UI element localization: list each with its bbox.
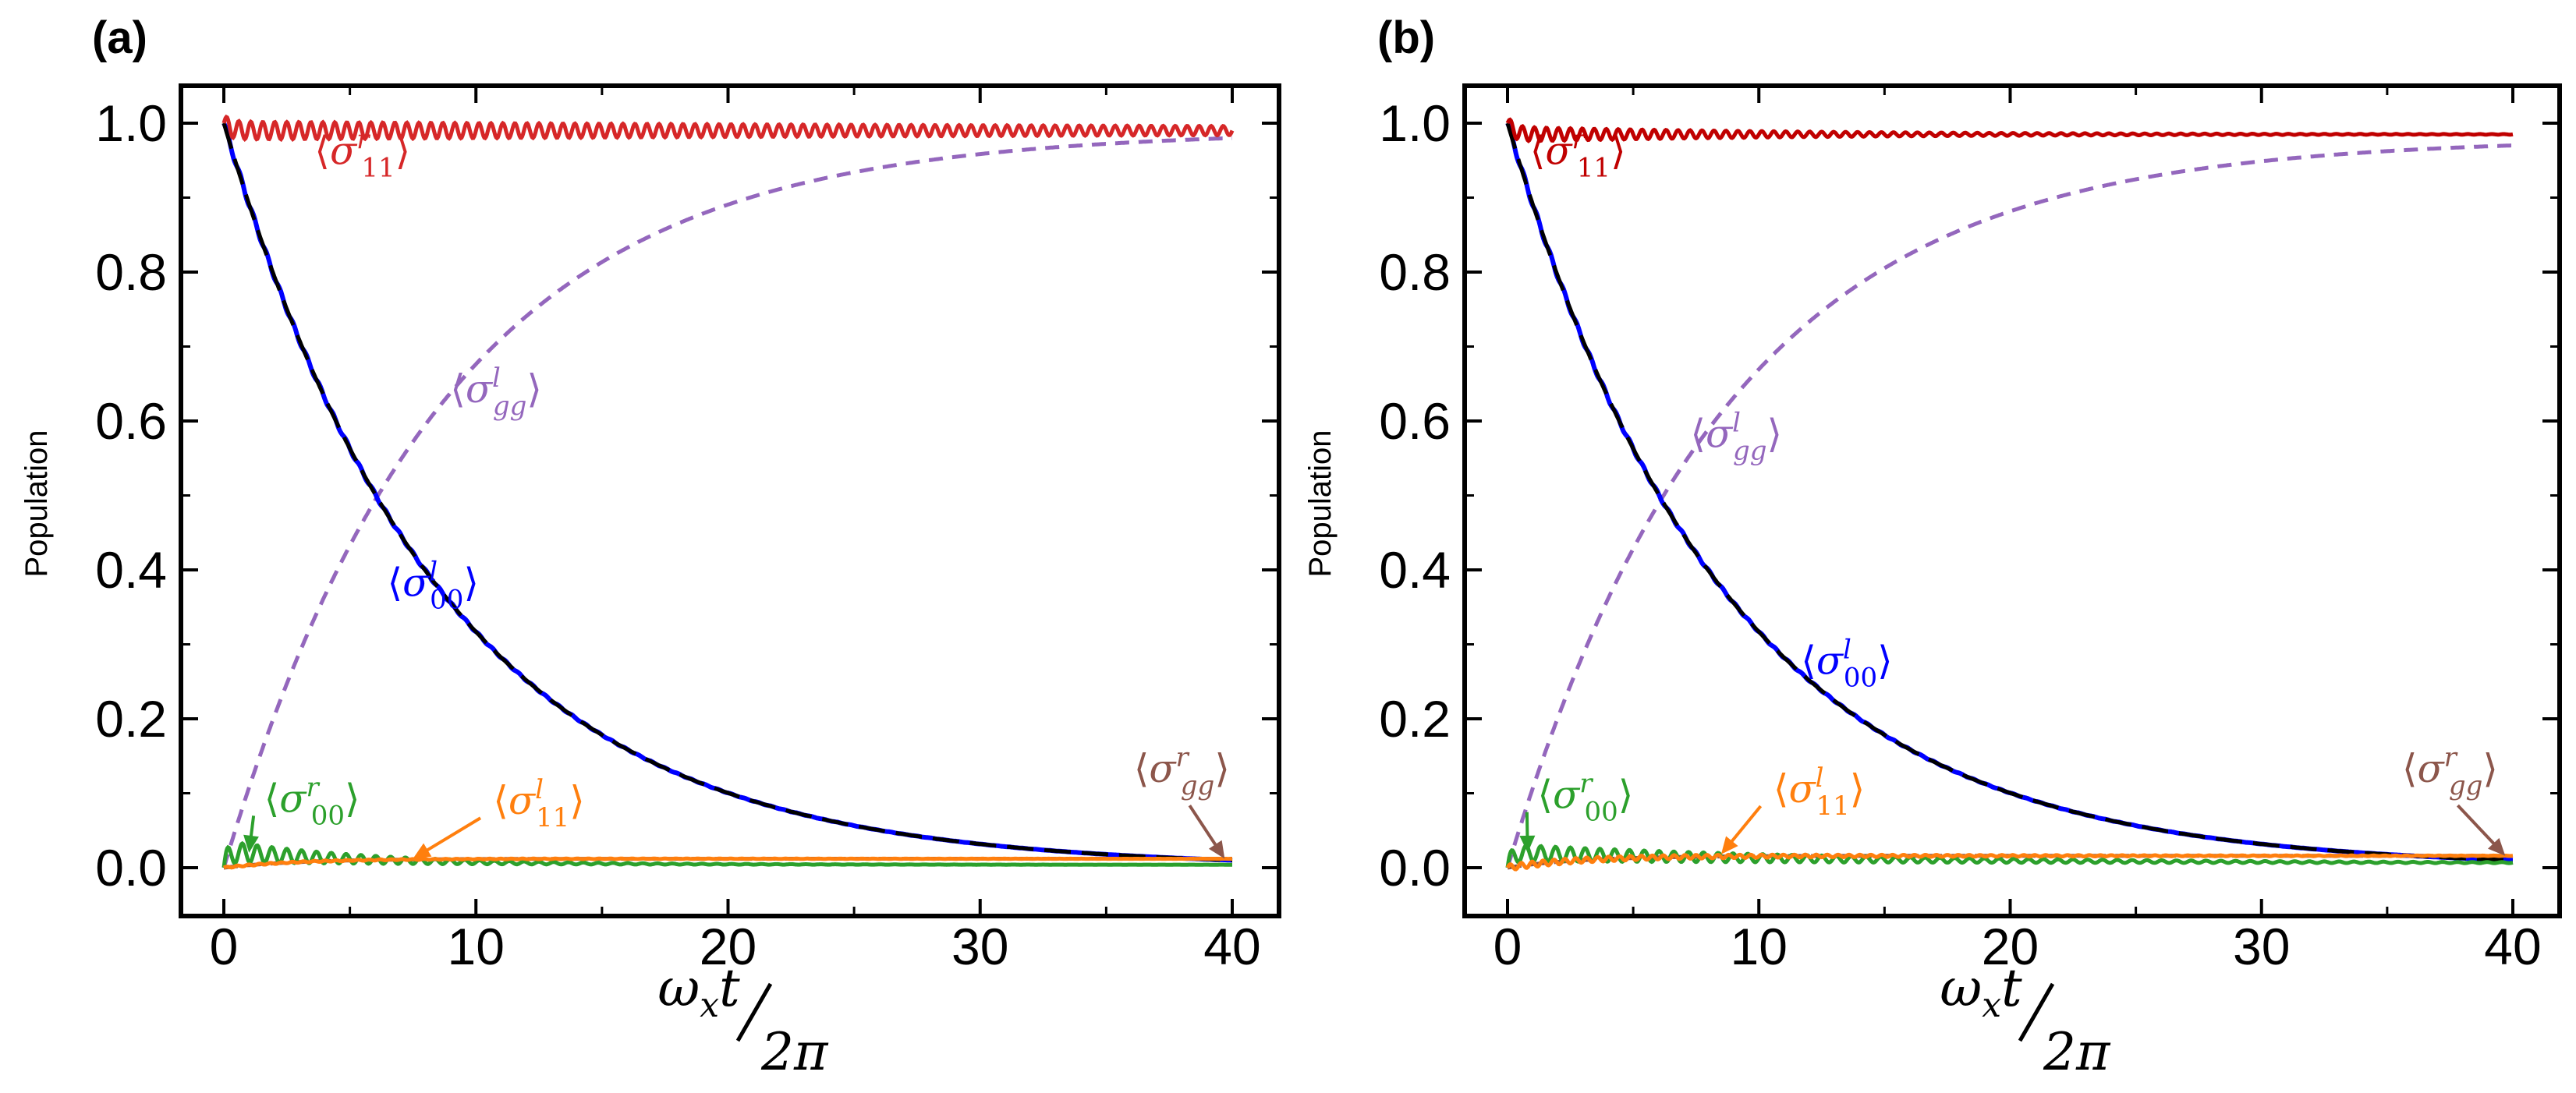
annotation-gg-l: ⟨σl gg⟩ [1690,407,1782,466]
series-line-00-r [1505,843,2514,868]
panel-a-y-axis-label: Population [19,430,54,577]
y-tick-label: 1.0 [1379,94,1451,152]
annotation-11-r: ⟨σr 11⟩ [1530,125,1626,184]
y-tick-label: 0.0 [95,839,167,897]
y-tick-label: 1.0 [95,94,167,152]
y-tick-label: 0.8 [1379,243,1451,301]
annotation-text: ⟨σl gg⟩ [450,363,542,422]
x-label-denominator: 2π [2043,1022,2111,1082]
annotation-arrowhead [243,834,259,853]
panel-b-frame [1462,83,2562,918]
panel-a-plot-area: 0 10 20 30 40 0.0 0.2 0.4 0.6 0.8 1.0 ⟨σr 11⟩ ⟨σl 00⟩ ⟨… [95,83,1281,975]
panel-a-label: (a) [92,12,147,63]
panel-b-x-axis-label: ωxt 2π [1940,958,2111,1082]
x-tick-label: 20 [1982,918,2039,975]
x-tick-label: 20 [700,918,757,975]
x-tick-label: 10 [1731,918,1788,975]
annotation-text: ⟨σl 11⟩ [1773,762,1865,822]
annotation-gg-l: ⟨σl gg⟩ [450,363,542,422]
annotation-arrowhead [2488,837,2506,856]
series-line-11-l [222,856,1233,870]
annotation-00-r: ⟨σr 00⟩ [1519,769,1633,853]
series-line-11-r [1505,117,2514,143]
annotation-text: ⟨σr 00⟩ [1538,769,1634,828]
y-tick-label: 0.6 [95,392,167,450]
annotation-text: ⟨σr gg⟩ [2402,742,2498,801]
series-line-00-r [221,840,1232,868]
x-label-fraction-slash [735,982,773,1042]
annotation-arrowhead [1208,840,1225,859]
panel-b-x-axis-label-text: ωxt [1940,958,2022,1025]
x-tick-label: 30 [2233,918,2290,975]
x-tick-label: 0 [1494,918,1522,975]
annotation-11-l: ⟨σl 11⟩ [413,774,585,859]
y-tick-label: 0.2 [95,690,167,748]
y-tick-label: 0.8 [95,243,167,301]
annotation-text: ⟨σr 00⟩ [264,772,360,831]
annotation-arrow [1188,805,1221,851]
x-label-denominator: 2π [760,1022,829,1082]
series-line-11-l [1505,852,2514,872]
annotation-arrowhead [1720,836,1738,854]
annotation-gg-r: ⟨σr gg⟩ [2402,742,2506,856]
panel-b-plot-area: 0 10 20 30 40 0.0 0.2 0.4 0.6 0.8 1.0 ⟨σr 11⟩ ⟨σl 00⟩ ⟨… [1379,83,2562,975]
y-tick-label: 0.2 [1379,690,1451,748]
y-tick-label: 0.0 [1379,839,1451,897]
annotation-arrowhead [1519,835,1536,853]
annotation-11-l: ⟨σl 11⟩ [1720,762,1865,854]
annotation-text: ⟨σl gg⟩ [1690,407,1782,466]
series-line-11-r [221,114,1235,143]
annotation-00-l: ⟨σl 00⟩ [1801,635,1892,694]
x-tick-label: 10 [448,918,505,975]
y-tick-label: 0.4 [95,541,167,599]
annotation-text: ⟨σr 11⟩ [1530,125,1626,184]
x-tick-label: 30 [951,918,1008,975]
y-tick-label: 0.6 [1379,392,1451,450]
x-tick-label: 0 [210,918,239,975]
annotation-arrow [2456,804,2500,849]
annotation-text: ⟨σl 00⟩ [388,556,479,615]
panel-a: (a) Population 0 10 20 30 40 0.0 0.2 0.4 0.6 0.8 1… [19,12,1281,1082]
annotation-text: ⟨σl 00⟩ [1801,635,1892,694]
annotation-11-r: ⟨σr 11⟩ [314,125,410,184]
panel-b-label: (b) [1377,12,1435,63]
annotation-text: ⟨σr 11⟩ [314,125,410,184]
series-line-gg-l [221,136,1232,868]
annotation-00-r: ⟨σr 00⟩ [243,772,360,853]
annotation-arrowhead [413,843,432,859]
x-tick-label: 40 [2484,918,2541,975]
annotation-text: ⟨σl 11⟩ [493,774,584,833]
annotation-gg-r: ⟨σr gg⟩ [1134,742,1230,859]
annotation-00-l: ⟨σl 00⟩ [388,556,479,615]
annotation-text: ⟨σr gg⟩ [1134,742,1230,801]
series-line-fit [221,122,1233,862]
series-line-gg-l [1505,143,2514,868]
annotation-arrow [1727,805,1763,847]
annotation-arrow [421,816,482,855]
x-tick-label: 40 [1203,918,1260,975]
series-line-fit [1505,122,2514,862]
panel-b-y-axis-label: Population [1303,430,1338,577]
panel-a-x-axis-label: ωxt 2π [657,958,829,1082]
panel-b: (b) Population 0 10 20 30 40 0.0 0.2 0.4 0.6 0.8 1… [1303,12,2562,1082]
panel-a-frame [179,83,1281,918]
x-label-fraction-slash [2018,982,2055,1042]
panel-a-x-axis-label-text: ωxt [657,958,740,1025]
y-tick-label: 0.4 [1379,541,1451,599]
